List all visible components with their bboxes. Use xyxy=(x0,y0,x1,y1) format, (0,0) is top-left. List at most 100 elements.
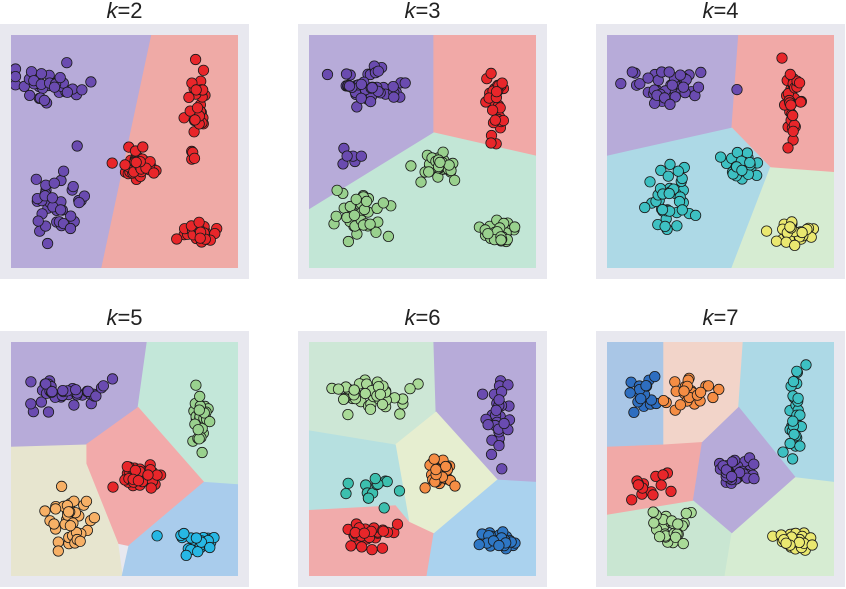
data-point xyxy=(193,404,205,416)
data-point xyxy=(32,215,44,227)
data-point xyxy=(48,518,60,530)
data-point xyxy=(350,193,362,205)
data-point xyxy=(791,365,803,377)
data-point xyxy=(785,99,797,111)
data-point xyxy=(649,370,661,383)
plot-area xyxy=(11,35,238,268)
data-point xyxy=(137,141,149,153)
data-point xyxy=(378,502,390,514)
data-point xyxy=(25,376,37,388)
data-point xyxy=(405,160,417,172)
data-point xyxy=(76,84,88,96)
data-point xyxy=(393,485,406,497)
data-point xyxy=(178,527,190,540)
plot-area xyxy=(607,35,834,268)
panel-1: k=2 xyxy=(0,0,249,279)
data-point xyxy=(490,404,502,416)
data-point xyxy=(54,204,67,216)
data-point xyxy=(46,385,58,398)
data-point xyxy=(792,392,804,404)
data-point xyxy=(666,79,678,91)
data-point xyxy=(40,378,52,390)
data-point xyxy=(119,159,131,171)
data-point xyxy=(377,197,389,209)
data-point xyxy=(674,399,687,411)
data-point xyxy=(355,150,367,162)
data-point xyxy=(428,453,440,465)
title-variable: k xyxy=(404,305,416,330)
data-point xyxy=(449,480,461,492)
panel-5: k=6 xyxy=(298,305,547,587)
data-point xyxy=(787,415,799,427)
data-point xyxy=(90,390,102,402)
data-point xyxy=(780,537,792,549)
data-point xyxy=(196,446,208,459)
data-point xyxy=(192,546,204,558)
data-point xyxy=(695,66,707,79)
data-point xyxy=(30,173,42,185)
data-point xyxy=(725,470,738,483)
data-point xyxy=(496,463,508,475)
data-point xyxy=(493,394,505,406)
data-point xyxy=(662,170,674,182)
data-point xyxy=(669,376,681,388)
data-point xyxy=(674,69,686,81)
data-point xyxy=(132,475,144,487)
data-point xyxy=(364,218,376,230)
data-point xyxy=(11,71,22,83)
data-point xyxy=(796,226,808,239)
data-point xyxy=(194,390,206,402)
data-point xyxy=(364,403,377,415)
data-point xyxy=(370,226,382,238)
data-point xyxy=(404,383,416,395)
data-point xyxy=(663,66,675,78)
data-point xyxy=(680,507,692,520)
title-variable: k xyxy=(702,0,714,23)
data-point xyxy=(493,439,505,452)
panel-2: k=3 xyxy=(298,0,547,279)
data-point xyxy=(41,237,54,250)
data-point xyxy=(61,86,74,98)
data-point xyxy=(476,388,489,400)
data-point xyxy=(364,96,377,108)
data-point xyxy=(702,380,715,392)
data-point xyxy=(73,197,85,209)
data-point xyxy=(777,446,789,458)
data-point xyxy=(355,92,367,104)
data-point xyxy=(55,480,68,492)
data-point xyxy=(39,505,51,517)
data-point xyxy=(345,540,357,552)
panel-title: k=7 xyxy=(702,305,738,330)
data-point xyxy=(635,393,647,405)
title-value: =6 xyxy=(415,305,440,330)
data-point xyxy=(794,409,806,421)
data-point xyxy=(130,156,142,168)
data-point xyxy=(672,518,684,530)
data-point xyxy=(366,544,378,556)
panel-title: k=5 xyxy=(106,305,142,330)
data-point xyxy=(473,538,485,551)
data-point xyxy=(485,137,497,149)
data-point xyxy=(423,166,435,178)
data-point xyxy=(366,82,378,94)
data-point xyxy=(787,375,800,388)
data-point xyxy=(642,72,654,84)
data-point xyxy=(714,151,727,163)
data-point xyxy=(142,469,154,481)
data-point xyxy=(68,399,80,411)
data-point xyxy=(657,469,669,481)
data-point xyxy=(657,394,670,407)
data-point xyxy=(382,230,394,242)
panel-title: k=2 xyxy=(106,0,142,23)
data-point xyxy=(776,52,788,64)
plot-area xyxy=(11,342,238,576)
data-point xyxy=(57,165,70,177)
title-value: =7 xyxy=(713,305,738,330)
panel-title: k=4 xyxy=(702,0,738,23)
data-point xyxy=(676,204,688,216)
data-point xyxy=(760,225,773,237)
data-point xyxy=(656,204,669,216)
data-point xyxy=(65,210,77,222)
plot-area xyxy=(309,35,536,268)
data-point xyxy=(806,539,818,551)
